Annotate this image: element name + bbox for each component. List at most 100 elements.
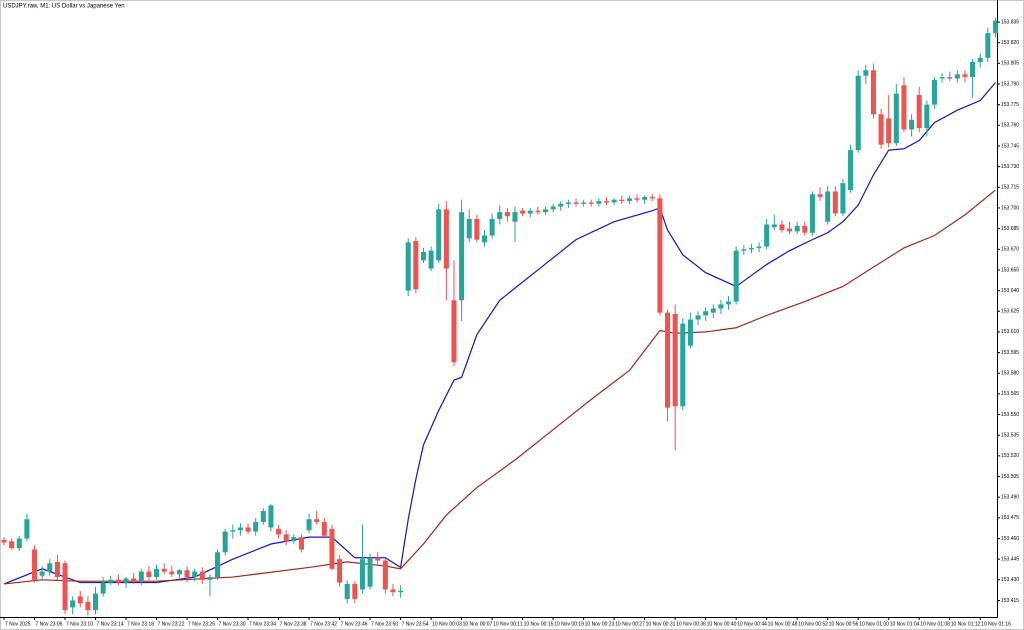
candle-body [405,242,411,291]
y-tick-label: 153.685 [1001,226,1019,232]
candle-body [9,541,15,549]
candle-body [573,202,579,204]
candle-body [138,571,144,582]
candle-body [47,563,53,572]
x-tick-label: 7 Nov 23:10 [66,621,93,627]
y-tick-label: 153.820 [1001,40,1019,46]
candle-body [687,319,693,346]
candle-body [367,557,373,587]
candle-body [588,202,594,204]
candle-body [840,183,846,214]
candle-body [611,199,617,203]
candle-body [70,600,76,608]
candle-body [260,510,266,522]
candle-body [283,534,289,542]
x-tick-label: 7 Nov 23:14 [97,621,124,627]
candle-body [62,563,68,611]
candle-body [764,224,770,247]
x-tick-label: 7 Nov 23:50 [371,621,398,627]
x-tick-label: 7 Nov 23:30 [219,621,246,627]
candle-body [291,537,297,542]
candle-body [985,33,991,58]
x-tick-label: 7 Nov 23:06 [36,621,63,627]
candle-body [916,95,922,129]
candle-body [215,552,221,578]
x-tick-label: 7 Nov 23:18 [127,621,154,627]
candle-body [565,202,571,204]
candle-body [237,527,243,531]
candle-body [352,583,358,600]
x-tick-label: 10 Nov 00:19 [554,621,584,627]
x-tick-label: 10 Nov 00:44 [737,621,767,627]
candle-body [344,583,350,600]
candle-body [558,203,564,207]
x-tick-label: 10 Nov 00:56 [829,621,859,627]
plot-area [1,17,998,616]
candle-body [230,530,236,532]
x-tick-label: 7 Nov 23:42 [310,621,337,627]
candle-body [504,212,510,217]
candle-body [108,579,114,583]
candle-body [924,104,930,129]
candle-body [154,568,160,578]
candle-body [184,570,190,578]
y-tick-label: 153.550 [1001,412,1019,418]
candle-body [54,561,60,578]
y-tick-label: 153.475 [1001,515,1019,521]
candle-body [306,519,312,531]
candle-body [680,323,686,407]
x-tick-label: 7 Nov 23:54 [402,621,429,627]
candle-body [710,308,716,313]
candle-body [863,70,869,76]
y-tick-label: 153.715 [1001,185,1019,191]
candle-body [893,93,899,144]
candle-body [527,210,533,214]
candle-body [794,225,800,232]
candle-body [962,74,968,78]
candle-body [542,209,549,213]
candle-body [817,194,823,197]
candle-body [947,77,953,79]
candle-body [253,521,259,532]
candle-body [626,198,632,202]
y-tick-label: 153.505 [1001,474,1019,480]
candle-body [848,150,854,191]
candle-body [436,209,442,261]
candle-body [359,559,365,590]
candle-body [992,20,998,34]
y-tick-label: 153.535 [1001,433,1019,439]
y-tick-label: 153.445 [1001,556,1019,562]
candle-body [390,589,396,593]
candle-body [24,519,30,539]
x-tick-label: 7 Nov 2025 [5,621,31,627]
candle-body [825,191,831,222]
candle-body [512,212,518,222]
x-tick-label: 10 Nov 00:07 [463,621,493,627]
candle-body [931,79,937,105]
candle-body [207,577,213,580]
y-tick-label: 153.640 [1001,288,1019,294]
candle-body [199,571,205,580]
candle-body [649,196,655,199]
candle-body [733,250,739,302]
candle-body [16,538,22,549]
candle-body [375,557,381,561]
y-tick-label: 153.775 [1001,102,1019,108]
candle-body [268,505,274,528]
candle-body [443,209,449,269]
x-tick-label: 7 Nov 23:38 [280,621,307,627]
chart-title: USDJPY.raw, M1: US Dollar vs Japanese Ye… [3,4,125,10]
y-tick-label: 153.835 [1001,19,1019,25]
candle-body [603,201,610,203]
candle-body [481,235,488,243]
candle-body [870,70,876,115]
candle-body [1,539,7,543]
candle-body [115,579,121,583]
candle-body [634,198,640,200]
y-tick-label: 153.565 [1001,391,1019,397]
candle-body [131,578,137,582]
x-tick-label: 10 Nov 01:12 [951,621,981,627]
moving-average-line [3,82,996,585]
candle-body [672,314,678,407]
candle-body [428,250,434,269]
